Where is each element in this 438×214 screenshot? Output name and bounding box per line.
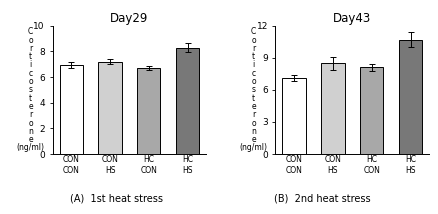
Title: Day29: Day29 bbox=[110, 12, 148, 25]
Bar bbox=[399, 40, 422, 154]
Bar bbox=[283, 78, 306, 154]
Text: (A)  1st heat stress: (A) 1st heat stress bbox=[70, 193, 162, 203]
Bar bbox=[99, 62, 122, 154]
Y-axis label: C
o
r
t
i
c
o
s
t
e
r
o
n
e
(ng/ml): C o r t i c o s t e r o n e (ng/ml) bbox=[17, 27, 45, 153]
Bar bbox=[321, 63, 345, 154]
Bar bbox=[176, 48, 199, 154]
Bar bbox=[137, 68, 160, 154]
Title: Day43: Day43 bbox=[333, 12, 371, 25]
Y-axis label: C
o
r
t
i
c
o
s
t
e
r
o
n
e
(ng/ml): C o r t i c o s t e r o n e (ng/ml) bbox=[240, 27, 268, 153]
Text: (B)  2nd heat stress: (B) 2nd heat stress bbox=[274, 193, 370, 203]
Bar bbox=[60, 65, 83, 154]
Bar bbox=[360, 67, 383, 154]
